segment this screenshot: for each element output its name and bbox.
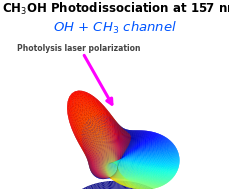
Text: Photolysis laser polarization: Photolysis laser polarization	[17, 44, 140, 53]
Text: CH$_3$OH Photodissociation at 157 nm :: CH$_3$OH Photodissociation at 157 nm :	[2, 1, 229, 17]
Text: OH + CH$_3$ channel: OH + CH$_3$ channel	[53, 20, 176, 36]
